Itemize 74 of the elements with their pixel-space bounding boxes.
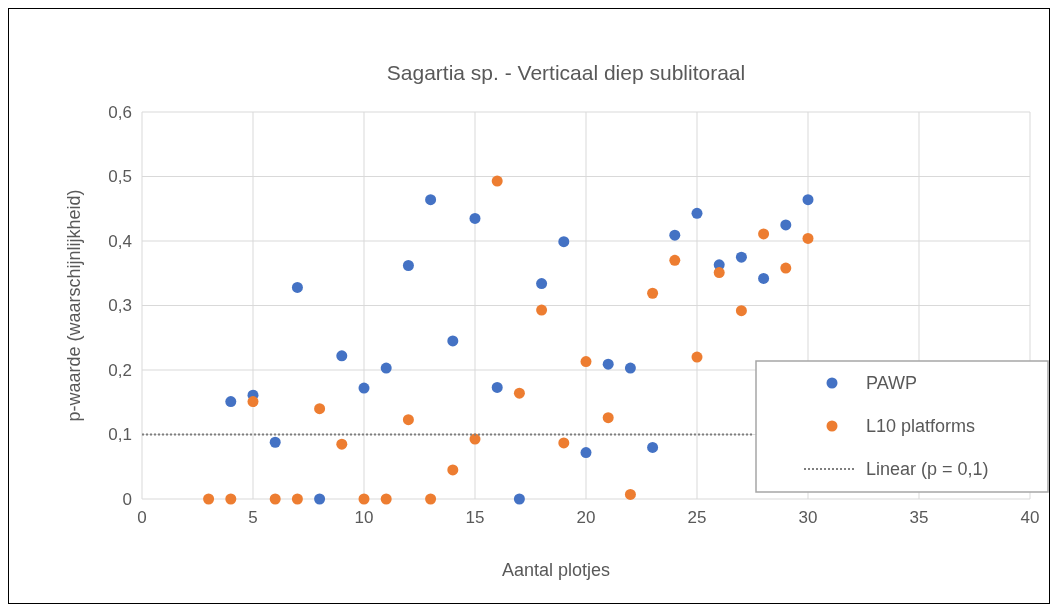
point <box>425 194 437 206</box>
point <box>580 356 592 368</box>
point <box>491 381 503 393</box>
point <box>758 228 770 240</box>
chart-title: Sagartia sp. - Verticaal diep sublitoraal <box>386 61 746 84</box>
legend-label: Linear (p = 0,1) <box>866 459 989 480</box>
point <box>780 262 792 274</box>
point <box>269 493 281 505</box>
point <box>447 335 459 347</box>
point <box>380 362 392 374</box>
y-tick-label: 0,2 <box>108 360 132 380</box>
point <box>358 382 370 394</box>
point <box>558 236 570 248</box>
point <box>425 493 437 505</box>
y-tick-label: 0 <box>122 489 132 509</box>
point <box>225 396 237 408</box>
y-tick-label: 0,1 <box>108 425 132 445</box>
point <box>314 403 326 415</box>
point <box>558 437 570 449</box>
point <box>758 272 770 284</box>
point <box>336 350 348 362</box>
x-tick-label: 20 <box>576 508 596 527</box>
y-tick-label: 0,5 <box>108 167 132 187</box>
point <box>447 464 459 476</box>
point <box>402 260 414 272</box>
point <box>802 232 814 244</box>
point <box>713 267 725 279</box>
point <box>691 207 703 219</box>
point <box>225 493 237 505</box>
point <box>669 254 681 266</box>
point <box>780 219 792 231</box>
point <box>380 493 392 505</box>
x-tick-label: 25 <box>687 508 707 527</box>
point <box>669 229 681 241</box>
point <box>602 412 614 424</box>
x-tick-label: 15 <box>465 508 485 527</box>
point <box>536 278 548 290</box>
point <box>624 362 636 374</box>
point <box>291 493 303 505</box>
point <box>336 438 348 450</box>
point <box>691 351 703 363</box>
point <box>647 287 659 299</box>
point <box>203 493 215 505</box>
y-axis-title: p-waarde (waarschijnlijkheid) <box>64 189 84 422</box>
y-tick-label: 0,4 <box>108 231 132 251</box>
x-tick-label: 10 <box>354 508 374 527</box>
x-tick-label: 30 <box>798 508 818 527</box>
point <box>735 251 747 263</box>
point <box>314 493 326 505</box>
point <box>358 493 370 505</box>
point <box>469 212 481 224</box>
x-tick-label: 40 <box>1020 508 1040 527</box>
legend-label: L10 platforms <box>866 416 976 437</box>
point <box>802 194 814 206</box>
point <box>647 441 659 453</box>
point <box>735 305 747 317</box>
x-axis-title: Aantal plotjes <box>501 560 611 580</box>
point <box>602 358 614 370</box>
x-tick-label: 0 <box>137 508 147 527</box>
point <box>269 436 281 448</box>
point <box>247 396 259 408</box>
y-tick-label: 0,3 <box>108 296 132 316</box>
point <box>491 175 503 187</box>
x-tick-label: 5 <box>248 508 258 527</box>
point <box>513 387 525 399</box>
point <box>624 488 636 500</box>
point <box>536 304 548 316</box>
point <box>291 281 303 293</box>
point <box>513 493 525 505</box>
x-tick-label: 35 <box>909 508 929 527</box>
y-tick-label: 0,6 <box>108 102 132 122</box>
point <box>402 414 414 426</box>
legend-label: PAWP <box>866 373 918 394</box>
point <box>580 447 592 459</box>
